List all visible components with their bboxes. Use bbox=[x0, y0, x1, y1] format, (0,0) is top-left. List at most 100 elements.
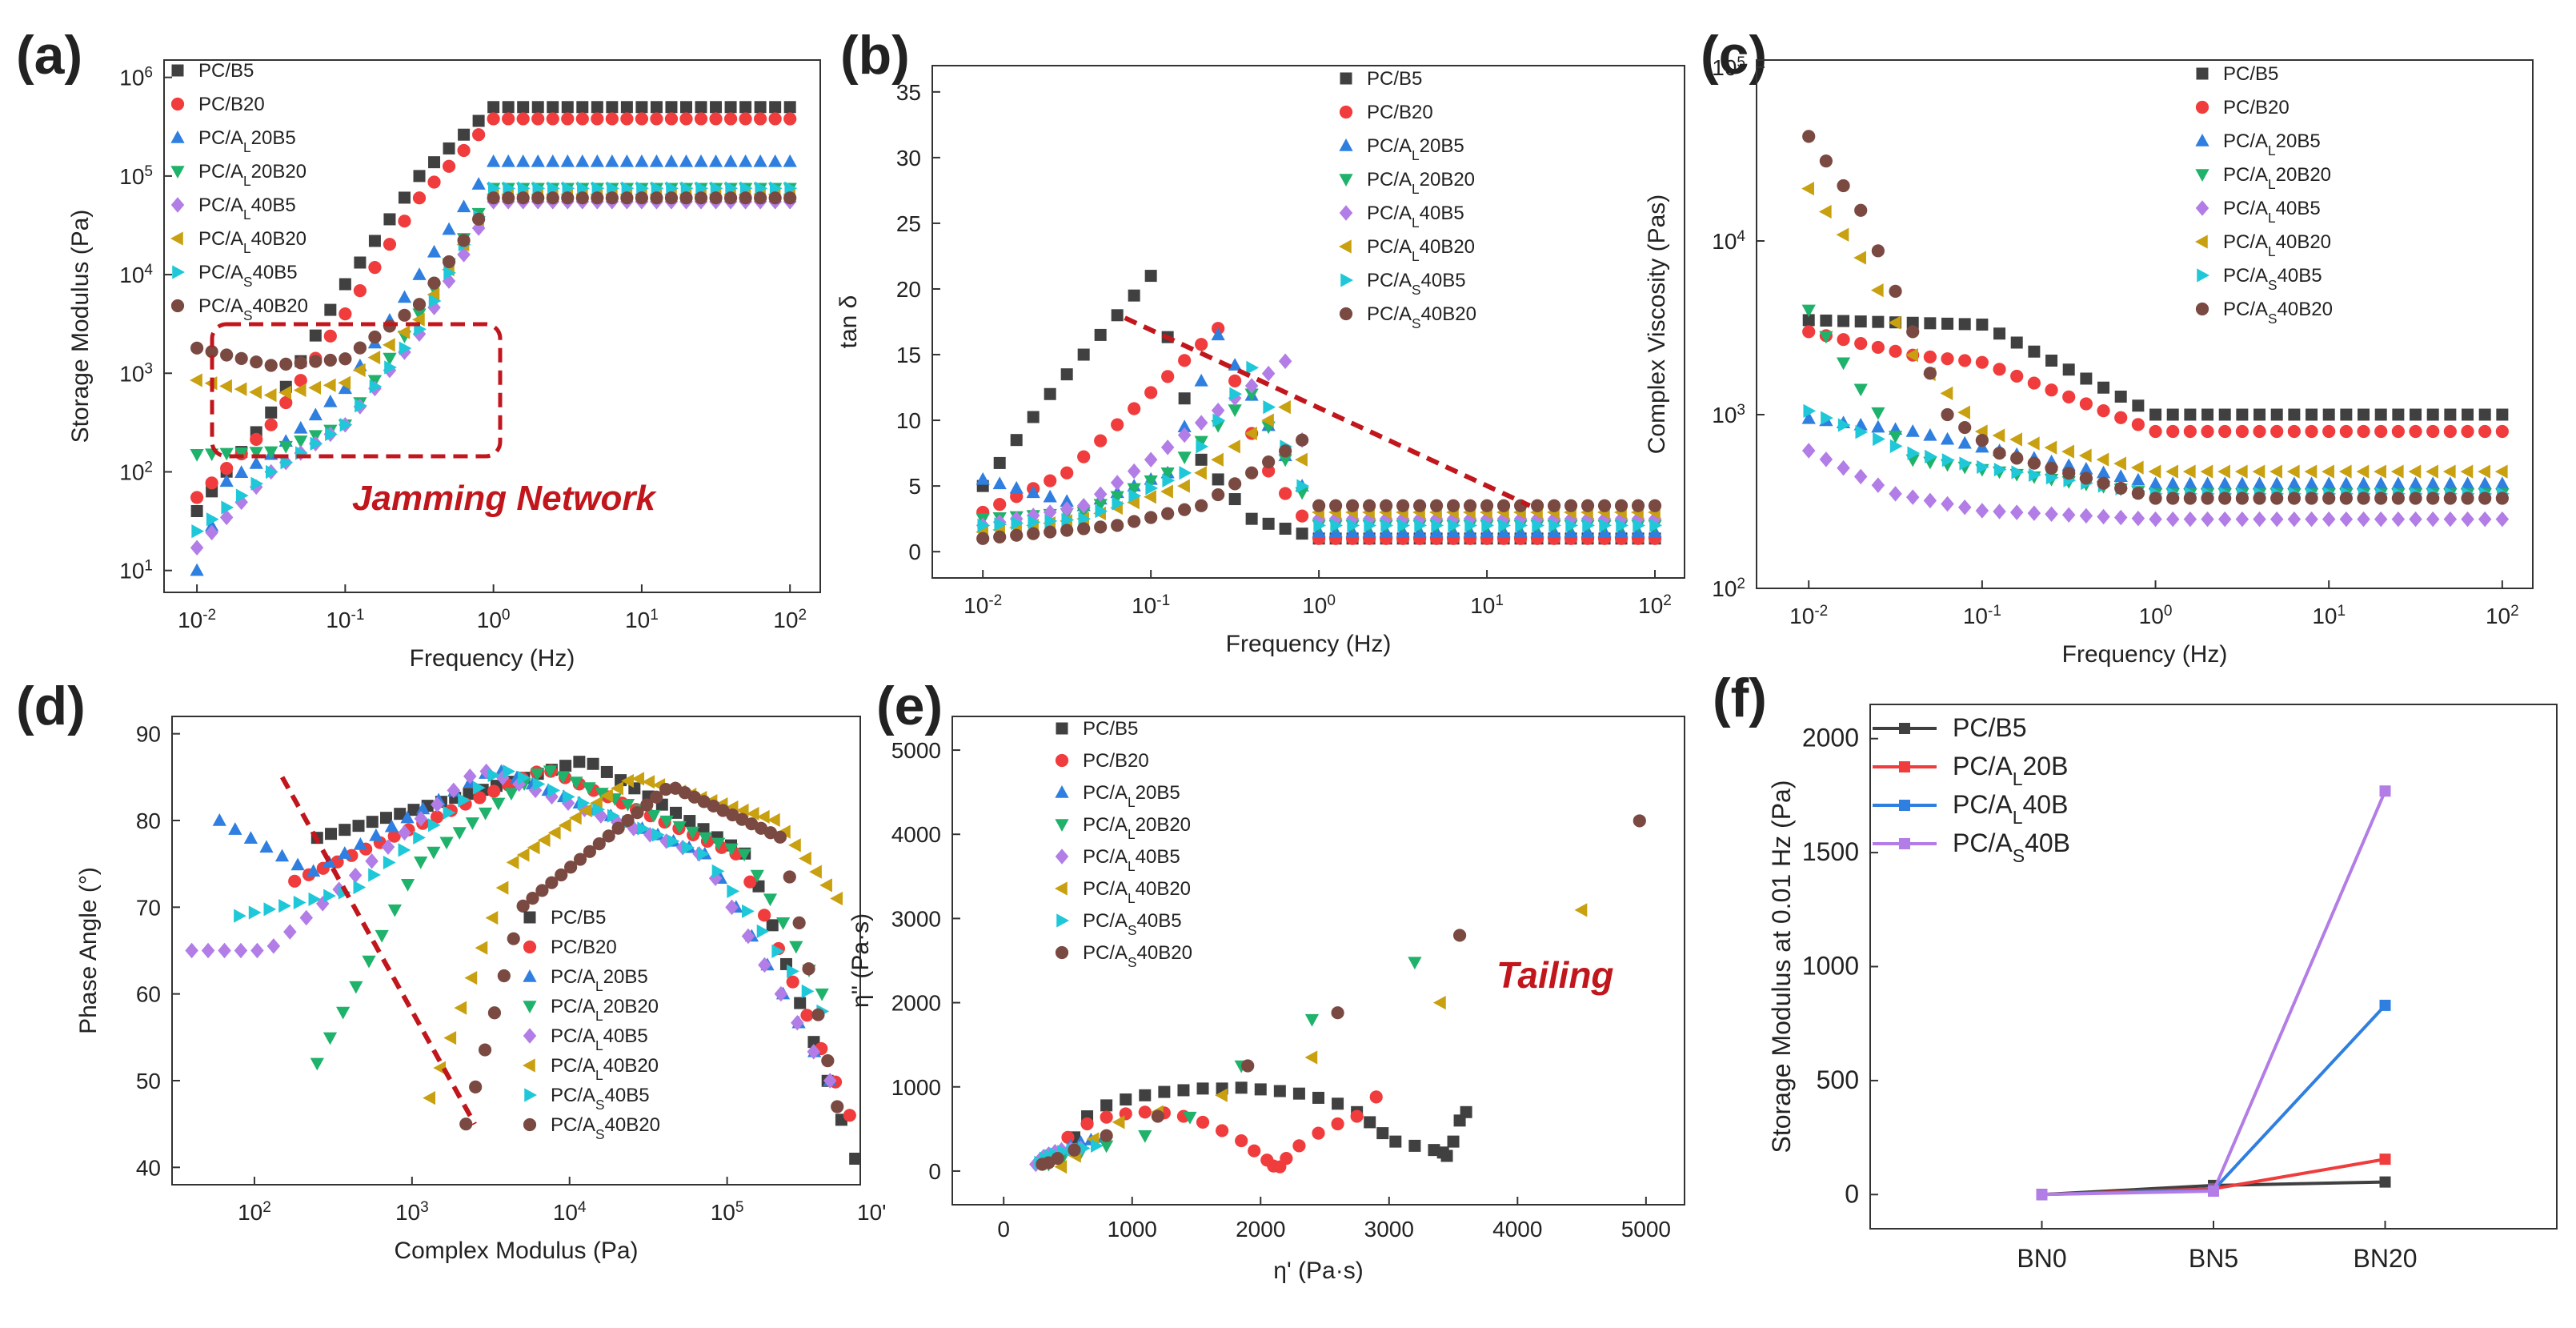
legend-subscript: L bbox=[1128, 826, 1136, 842]
legend-label: PC/AS40B20 bbox=[1367, 303, 1476, 331]
data-point bbox=[2114, 390, 2127, 403]
data-point bbox=[766, 919, 779, 932]
data-point bbox=[2097, 476, 2110, 490]
data-point bbox=[725, 899, 739, 916]
tick-exponent: -1 bbox=[351, 607, 364, 624]
data-point bbox=[336, 1006, 351, 1020]
data-point bbox=[185, 942, 198, 959]
data-point bbox=[756, 924, 770, 938]
data-point bbox=[1889, 344, 1902, 358]
legend-subscript: S bbox=[595, 1126, 605, 1142]
y-tick-label: 50 bbox=[136, 1069, 161, 1093]
data-point bbox=[1801, 443, 1816, 459]
data-point bbox=[443, 142, 455, 154]
legend-text: PC/A bbox=[551, 1025, 595, 1047]
data-point bbox=[427, 276, 441, 290]
y-tick-label: 2000 bbox=[1802, 724, 1859, 752]
data-point bbox=[2478, 464, 2490, 479]
data-point bbox=[1215, 1088, 1228, 1102]
legend-label: PC/AL20B5 bbox=[551, 966, 648, 994]
data-point bbox=[575, 154, 590, 167]
data-point bbox=[767, 812, 780, 828]
data-point bbox=[1228, 493, 1241, 506]
data-point bbox=[485, 911, 499, 925]
data-point bbox=[443, 805, 456, 820]
x-tick-label: 102 bbox=[238, 1199, 271, 1226]
y-tick-label: 0 bbox=[908, 540, 921, 564]
data-point bbox=[1111, 519, 1124, 532]
data-point bbox=[205, 345, 218, 359]
data-point bbox=[1414, 518, 1428, 532]
data-point bbox=[478, 807, 493, 820]
data-point bbox=[1161, 507, 1175, 520]
data-layer bbox=[1029, 814, 1646, 1174]
x-axis-label: Frequency (Hz) bbox=[1226, 631, 1392, 657]
data-point bbox=[621, 773, 634, 788]
data-point bbox=[1853, 383, 1868, 397]
data-point bbox=[2096, 465, 2111, 479]
legend-text: PC/A bbox=[551, 996, 595, 1017]
tick-base: 10 bbox=[1963, 604, 1988, 628]
data-point bbox=[547, 181, 560, 195]
data-point bbox=[487, 101, 500, 114]
data-point bbox=[1433, 995, 1446, 1010]
data-point bbox=[387, 904, 402, 917]
data-point bbox=[442, 222, 456, 235]
data-point bbox=[1331, 1006, 1344, 1020]
data-point bbox=[799, 851, 811, 866]
tick-base: 10 bbox=[1712, 576, 1737, 601]
data-point bbox=[1802, 130, 1816, 143]
data-point bbox=[595, 788, 609, 800]
data-point bbox=[234, 447, 249, 460]
data-point bbox=[769, 101, 782, 114]
jamming-box bbox=[210, 322, 503, 459]
data-point bbox=[1855, 425, 1869, 439]
data-point bbox=[1128, 402, 1141, 415]
data-point bbox=[2009, 504, 2024, 520]
tick-base: 10 bbox=[711, 1200, 735, 1225]
data-point bbox=[294, 374, 307, 387]
data-point bbox=[1009, 480, 1024, 494]
data-point bbox=[1564, 499, 1578, 512]
legend-text: PC/A bbox=[2223, 265, 2268, 287]
data-point bbox=[2044, 440, 2057, 455]
data-point bbox=[750, 869, 764, 883]
data-point bbox=[353, 837, 367, 850]
y-tick-label: 90 bbox=[136, 722, 161, 747]
data-point bbox=[591, 112, 604, 126]
data-point bbox=[2131, 487, 2145, 500]
data-point bbox=[2374, 491, 2388, 505]
x-tick-label: BN0 bbox=[2017, 1244, 2066, 1273]
data-point bbox=[831, 1100, 844, 1113]
data-point bbox=[2148, 476, 2163, 490]
x-tick-label: 102 bbox=[773, 607, 807, 633]
legend-label: PC/B5 bbox=[1953, 713, 2026, 742]
data-point bbox=[472, 114, 485, 127]
data-point bbox=[2235, 424, 2249, 439]
data-point bbox=[1429, 499, 1444, 512]
data-point bbox=[1292, 1087, 1305, 1100]
x-tick-label: BN5 bbox=[2189, 1244, 2238, 1273]
tick-base: 10 bbox=[2312, 604, 2337, 628]
data-point bbox=[605, 154, 619, 167]
data-point bbox=[191, 524, 205, 539]
data-point bbox=[250, 476, 264, 491]
data-point bbox=[976, 532, 990, 545]
data-point bbox=[219, 474, 234, 487]
data-point bbox=[2443, 511, 2458, 528]
data-point bbox=[1957, 405, 1970, 419]
data-point bbox=[2409, 491, 2422, 505]
data-point bbox=[397, 290, 412, 303]
data-point bbox=[1261, 365, 1276, 382]
data-point bbox=[1028, 515, 1041, 529]
data-point bbox=[794, 997, 807, 1009]
data-point bbox=[2391, 491, 2405, 505]
legend-label: PC/AL20B20 bbox=[1083, 814, 1191, 842]
data-point bbox=[2478, 424, 2492, 439]
data-point bbox=[811, 1008, 825, 1021]
data-point bbox=[777, 824, 791, 839]
data-point bbox=[219, 379, 232, 394]
y-tick-label: 10 bbox=[896, 408, 921, 433]
tick-exponent: 3 bbox=[144, 360, 153, 377]
